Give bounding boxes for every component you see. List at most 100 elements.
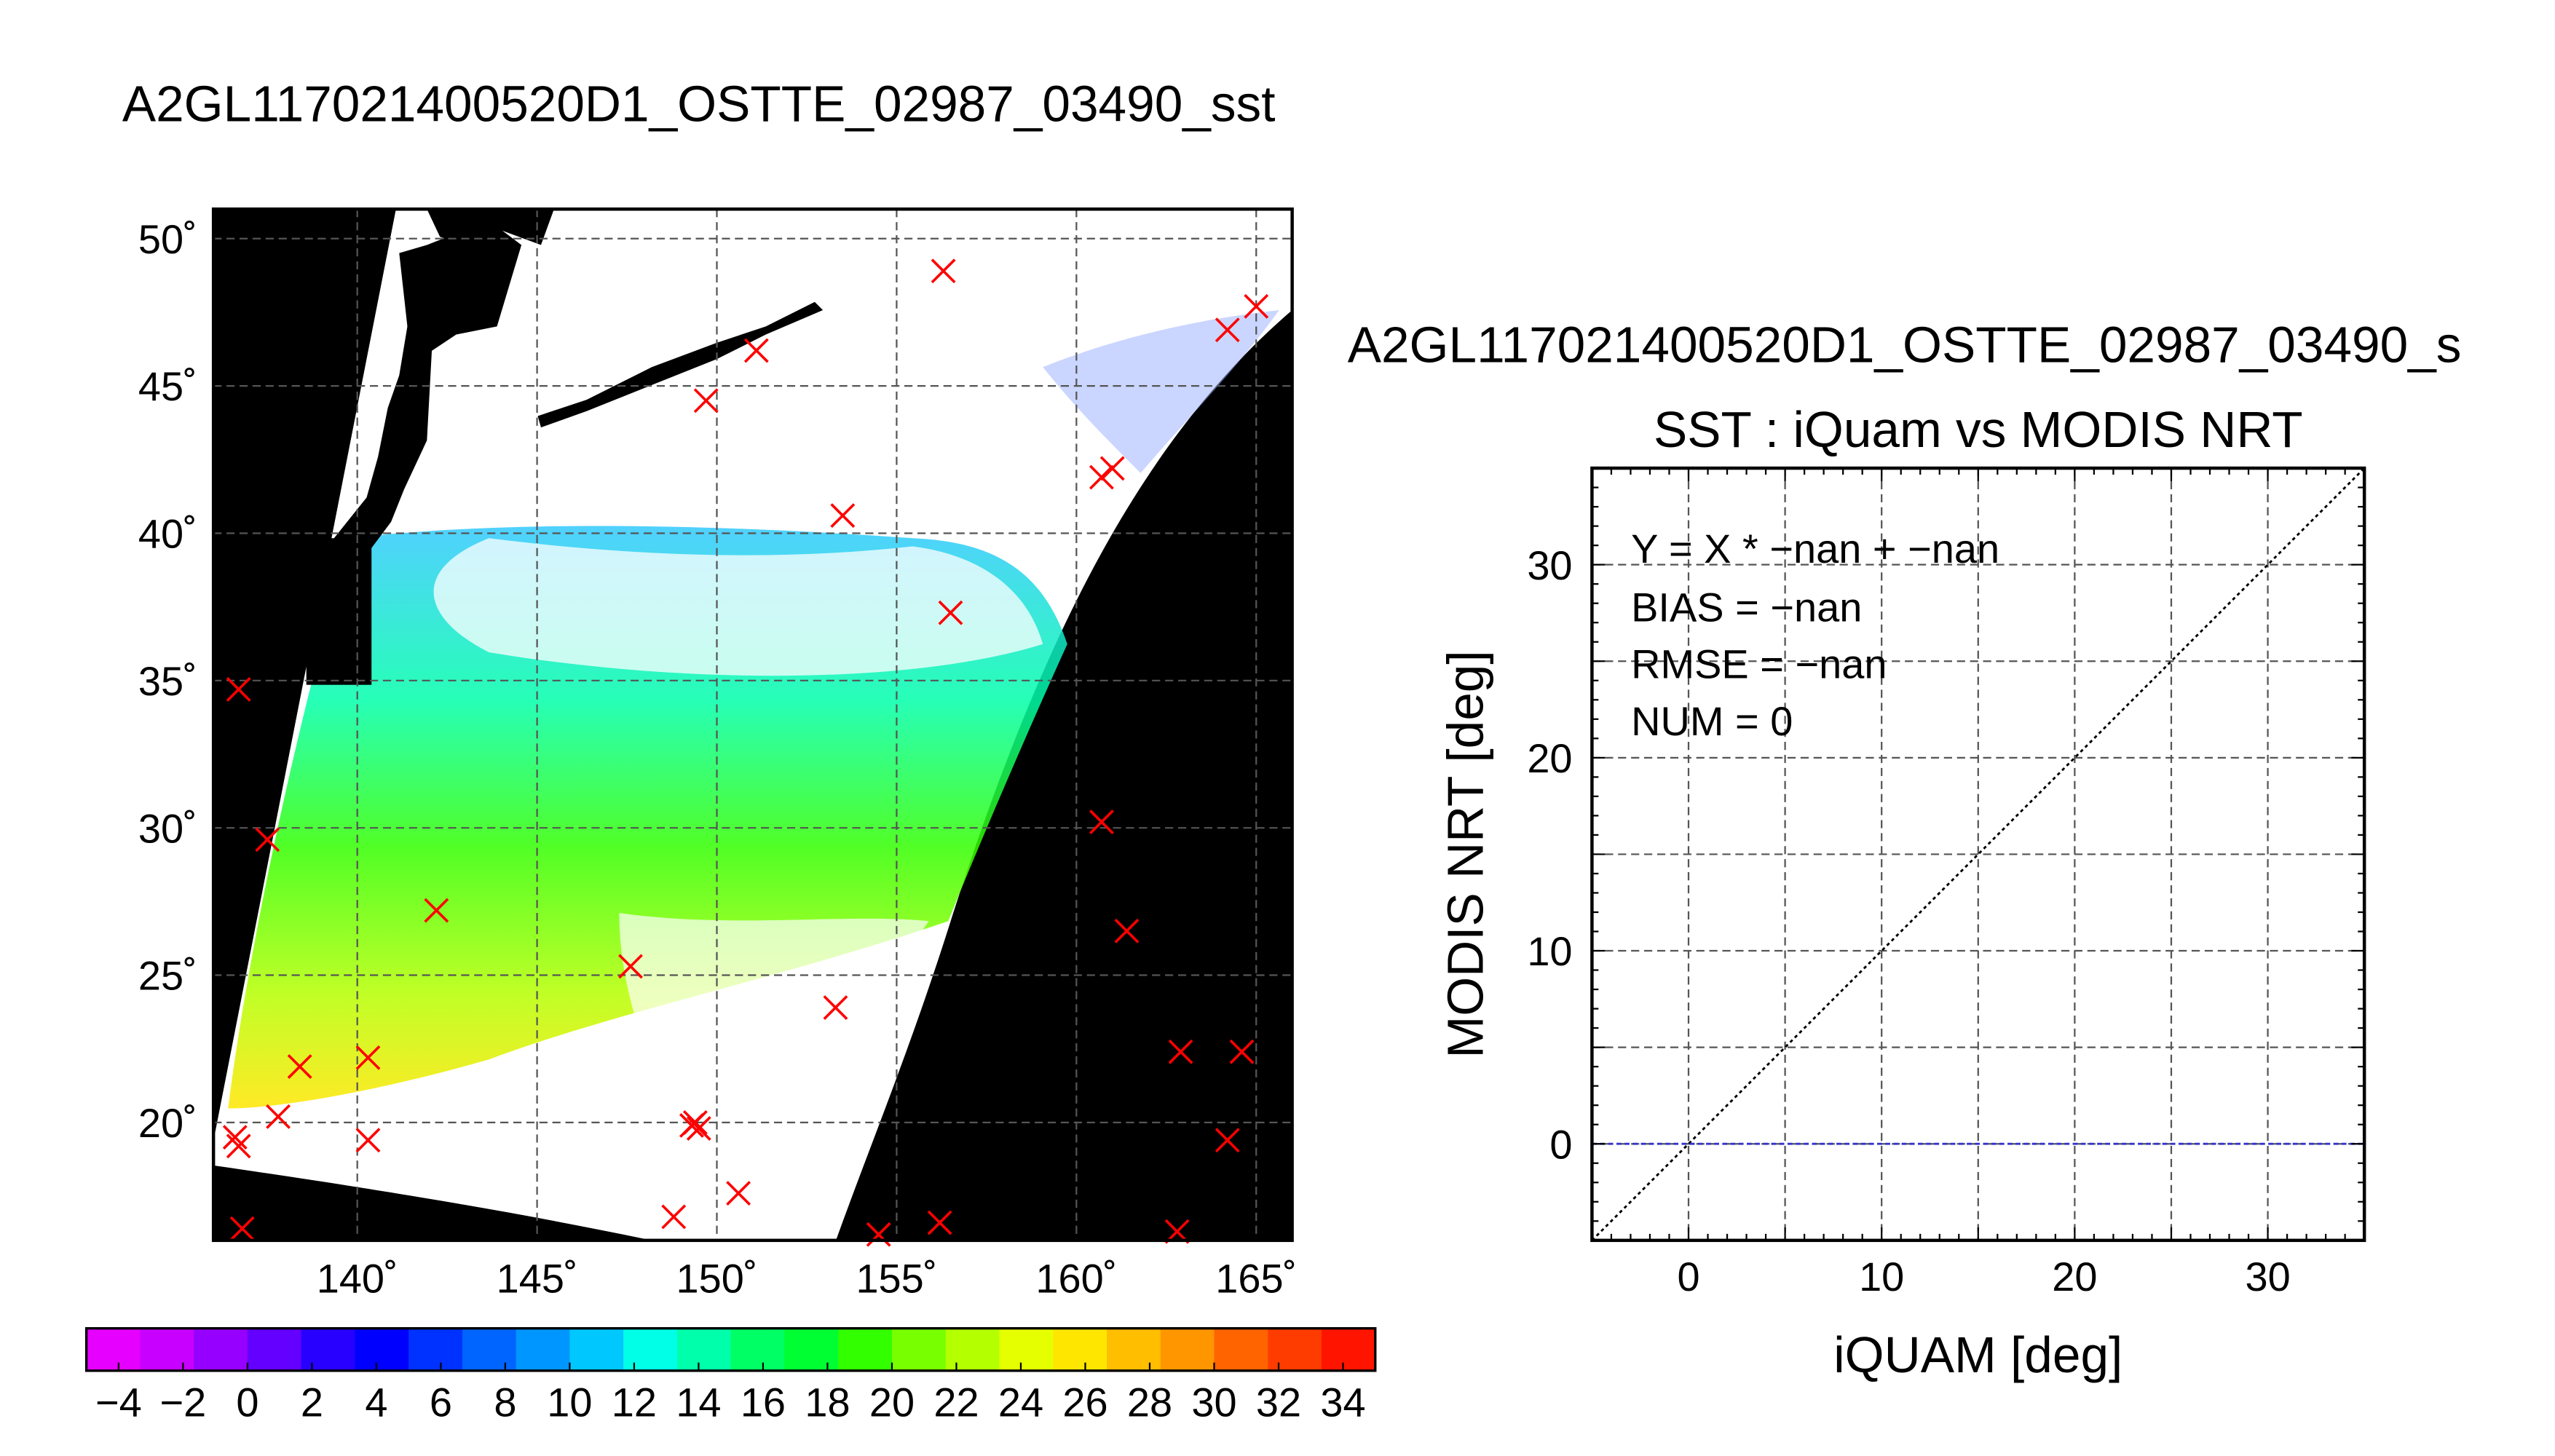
colorbar-cell [838,1328,893,1371]
colorbar-cell [1053,1328,1108,1371]
colorbar-tick-label: 8 [494,1380,516,1425]
colorbar-cell [945,1328,1000,1371]
colorbar-cell [676,1328,732,1371]
buoy-marker [287,1054,312,1079]
sst-colorbar: −4 −2 0 2 4 6 8 10 12 14 16 18 20 22 24 26 28 30 32 34 [84,1326,1377,1425]
buoy-marker [743,338,769,363]
colorbar-cell [623,1328,679,1371]
scatter-frame [1590,466,2366,1243]
colorbar-tick-label: 18 [805,1380,850,1425]
stats-rmse: RMSE = −nan [1631,641,1887,687]
map-lat-tick-label: 20˚ [138,1100,197,1146]
land-japan [333,220,522,587]
stats-bias: BIAS = −nan [1631,584,1862,630]
map-lat-tick-label: 25˚ [138,953,197,999]
buoy-marker [1089,464,1114,490]
colorbar-tick-label: 6 [430,1380,452,1425]
scatter-grid [1592,468,2365,1241]
map-lat-tick-label: 30˚ [138,805,197,851]
colorbar-cell [1268,1328,1323,1371]
buoy-marker [255,827,280,852]
colorbar-cell [247,1328,302,1371]
buoy-marker [1099,456,1125,481]
buoy-marker [1168,1039,1193,1064]
land-kuril-strip [537,301,824,428]
map-lon-tick-label: 160˚ [1035,1255,1117,1301]
colorbar-tick-label: 2 [301,1380,323,1425]
buoy-marker [661,1204,687,1230]
scatter-x-axis-label: iQUAM [deg] [1833,1326,2122,1383]
buoy-marker [222,1125,248,1150]
buoy-marker [1089,810,1114,835]
colorbar-tick-label: 12 [612,1380,657,1425]
colorbar-cell [355,1328,410,1371]
sst-cloud-gaps-south [619,912,929,1125]
colorbar-frame [84,1326,1377,1372]
buoy-marker [226,677,251,702]
map-lon-tick-label: 150˚ [676,1255,758,1301]
colorbar-tick-label: 30 [1191,1380,1236,1425]
colorbar-cell [730,1328,786,1371]
map-lon-tick-label: 140˚ [317,1255,398,1301]
map-lat-labels: 50˚ 45˚ 40˚ 35˚ 30˚ 25˚ 20˚ [138,216,197,1146]
scatter-y-tick-label: 30 [1527,542,1572,588]
colorbar-cell [86,1328,141,1371]
buoy-marker [355,1128,381,1153]
scatter-plot: 0 10 20 30 0 10 20 30 Y = X * −nan + −nan BIAS… [1437,466,2366,1383]
buoy-marker [229,1216,255,1241]
colorbar-tick-label: −4 [95,1380,142,1425]
colorbar-cell [1322,1328,1377,1371]
stats-count: NUM = 0 [1631,698,1793,744]
buoy-marker [866,1222,891,1247]
buoy-marker [823,995,848,1021]
colorbar-cell [408,1328,464,1371]
scatter-file-title: A2GL117021400520D1_OSTTE_02987_03490_s [1348,317,2462,373]
buoy-marker [355,1045,381,1070]
map-lat-tick-label: 35˚ [138,658,197,704]
scatter-title: SST : iQuam vs MODIS NRT [1654,401,2303,458]
map-graticule [213,209,1292,1241]
colorbar-cell [1160,1328,1215,1371]
land-honshu-coast [306,538,372,685]
colorbar-cell [784,1328,840,1371]
colorbar-cell [569,1328,625,1371]
buoy-marker [927,1210,952,1235]
map-lon-tick-label: 145˚ [497,1255,578,1301]
buoy-marker [618,954,643,979]
buoy-marker [830,503,856,529]
colorbar-cell [194,1328,249,1371]
buoy-marker [226,1133,251,1159]
colorbar-cell [1106,1328,1162,1371]
map-lat-tick-label: 40˚ [138,511,197,557]
colorbar-tick-label: 4 [365,1380,387,1425]
buoy-marker [931,258,956,284]
colorbar-tick-label: 10 [547,1380,592,1425]
buoy-marker [1229,1039,1255,1064]
scatter-x-tick-label: 10 [1859,1254,1904,1299]
colorbar-cell [462,1328,518,1371]
colorbar-tick-label: 26 [1062,1380,1107,1425]
buoy-marker [693,388,719,414]
scatter-y-tick-labels: 0 10 20 30 [1527,542,1572,1168]
scatter-y-tick-label: 10 [1527,928,1572,974]
buoy-marker [679,1113,704,1138]
colorbar-tick-label: 24 [998,1380,1043,1425]
colorbar-tick-label: 14 [676,1380,721,1425]
scatter-y-tick-label: 0 [1549,1121,1572,1167]
colorbar-cells [86,1328,1377,1371]
map-title: A2GL117021400520D1_OSTTE_02987_03490_sst [122,75,1276,132]
colorbar-cell [1214,1328,1269,1371]
scatter-x-tick-label: 30 [2245,1254,2290,1299]
colorbar-tick-label: 22 [933,1380,979,1425]
land-sakhalin [427,209,554,245]
buoy-marker [424,898,449,923]
buoy-markers [222,258,1269,1247]
buoy-marker [1215,317,1240,343]
scatter-x-tick-label: 0 [1677,1254,1699,1299]
colorbar-cell [891,1328,947,1371]
scatter-y-axis-label: MODIS NRT [deg] [1437,650,1493,1058]
buoy-marker [726,1181,751,1206]
colorbar-cell [140,1328,195,1371]
map-lon-tick-label: 155˚ [856,1255,937,1301]
